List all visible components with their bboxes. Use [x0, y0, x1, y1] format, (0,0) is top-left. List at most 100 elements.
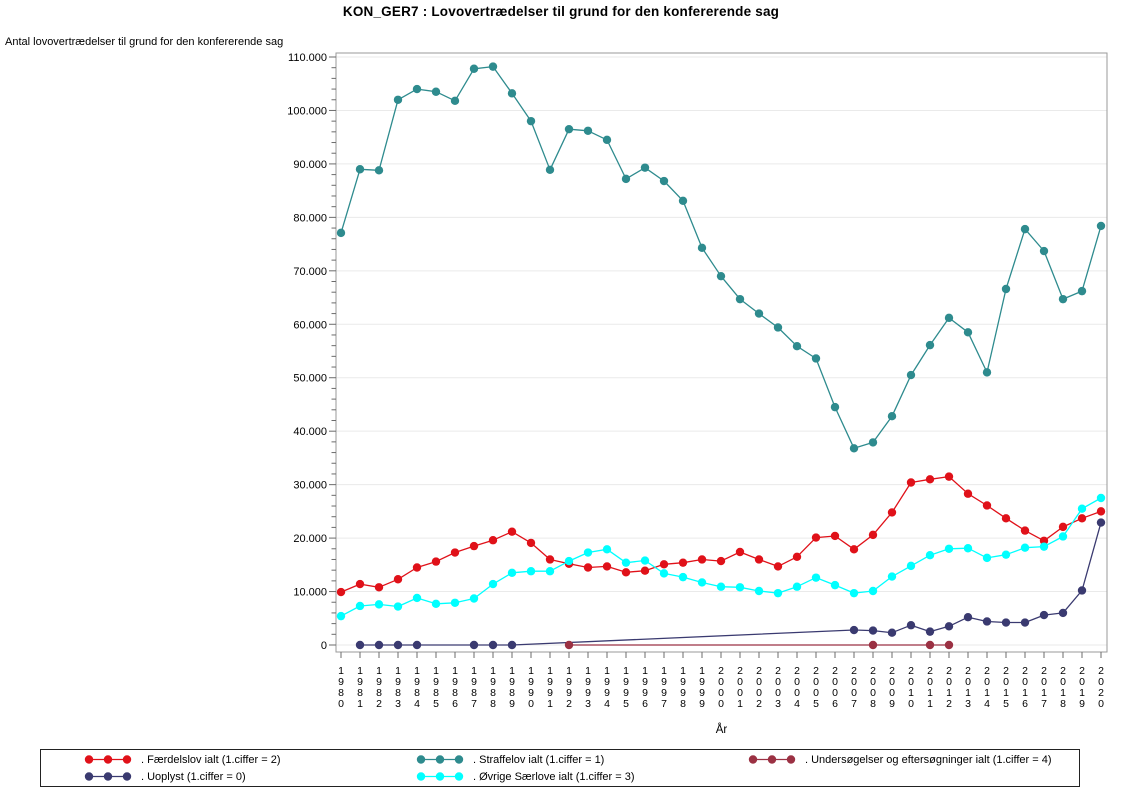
data-point-marker	[431, 557, 441, 566]
data-point-marker	[754, 309, 764, 318]
legend-series-symbol	[416, 755, 464, 764]
data-point-marker	[906, 370, 916, 380]
data-point-marker	[716, 582, 726, 591]
data-point-marker	[583, 548, 593, 557]
legend-series-symbol	[748, 755, 796, 764]
y-tick-label: 10.000	[293, 587, 327, 599]
legend-series-symbol	[84, 772, 132, 781]
legend-label: . Færdelslov ialt (1.ciffer = 2)	[141, 753, 281, 766]
data-point-marker	[1001, 550, 1011, 559]
data-point-marker	[982, 368, 992, 377]
data-point-marker	[1039, 536, 1049, 545]
data-point-marker	[697, 243, 707, 253]
data-point-marker	[1039, 610, 1049, 620]
data-point-marker	[1058, 532, 1068, 541]
y-tick-label: 30.000	[293, 480, 327, 492]
data-point-marker	[412, 593, 422, 603]
data-point-marker	[507, 568, 517, 578]
data-point-marker	[982, 553, 992, 563]
data-point-marker	[830, 531, 840, 541]
data-point-marker	[602, 545, 612, 554]
data-point-marker	[811, 533, 821, 542]
data-point-marker	[1020, 543, 1030, 552]
data-point-marker	[640, 556, 650, 565]
data-point-marker	[621, 568, 631, 577]
data-point-marker	[925, 640, 935, 650]
data-point-marker	[564, 124, 574, 134]
data-point-marker	[1096, 221, 1106, 231]
data-point-marker	[1001, 514, 1011, 523]
data-point-marker	[944, 622, 954, 631]
data-point-marker	[792, 582, 802, 591]
y-tick-label: 0	[321, 640, 327, 652]
data-point-marker	[963, 328, 973, 337]
data-point-marker	[849, 625, 859, 635]
data-point-marker	[906, 478, 916, 487]
data-point-marker	[583, 126, 593, 135]
data-point-marker	[431, 599, 441, 609]
legend-entry: . Øvrige Særlove ialt (1.ciffer = 3)	[415, 771, 747, 783]
data-point-marker	[374, 166, 384, 175]
data-point-marker	[754, 586, 764, 596]
data-point-marker	[526, 116, 536, 126]
data-point-marker	[355, 165, 365, 174]
data-point-marker	[488, 62, 498, 71]
series-line	[340, 65, 1102, 449]
legend-label: . Straffelov ialt (1.ciffer = 1)	[473, 753, 605, 766]
data-point-marker	[868, 640, 878, 650]
data-point-marker	[868, 626, 878, 635]
legend-series-symbol	[84, 755, 132, 764]
data-point-marker	[507, 527, 517, 536]
data-point-marker	[393, 575, 403, 584]
data-point-marker	[735, 547, 745, 557]
data-point-marker	[1096, 507, 1106, 516]
data-point-marker	[925, 550, 935, 560]
data-point-marker	[659, 569, 669, 578]
data-point-marker	[564, 640, 574, 650]
data-point-marker	[412, 563, 422, 572]
y-tick-label: 100.000	[287, 105, 327, 117]
data-point-marker	[1096, 518, 1106, 527]
data-point-marker	[1096, 493, 1106, 503]
data-point-marker	[336, 611, 346, 621]
x-axis-title: År	[715, 724, 728, 736]
data-point-marker	[412, 84, 422, 94]
data-point-marker	[1039, 542, 1049, 551]
y-tick-label: 70.000	[293, 266, 327, 278]
legend-entry: . Straffelov ialt (1.ciffer = 1)	[415, 754, 747, 766]
data-point-marker	[697, 578, 707, 587]
data-point-marker	[1039, 246, 1049, 256]
data-point-marker	[640, 163, 650, 172]
data-point-marker	[450, 96, 460, 106]
data-point-marker	[526, 567, 536, 576]
y-tick-label: 60.000	[293, 319, 327, 331]
data-point-marker	[944, 640, 954, 650]
data-point-marker	[507, 640, 517, 650]
data-point-marker	[678, 572, 688, 582]
chart-title: KON_GER7 : Lovovertrædelser til grund fo…	[342, 4, 780, 19]
data-point-marker	[982, 501, 992, 510]
data-point-marker	[925, 340, 935, 350]
series-0	[336, 62, 1106, 453]
data-point-marker	[925, 627, 935, 636]
legend-series-symbol	[416, 772, 464, 781]
data-point-marker	[659, 560, 669, 569]
